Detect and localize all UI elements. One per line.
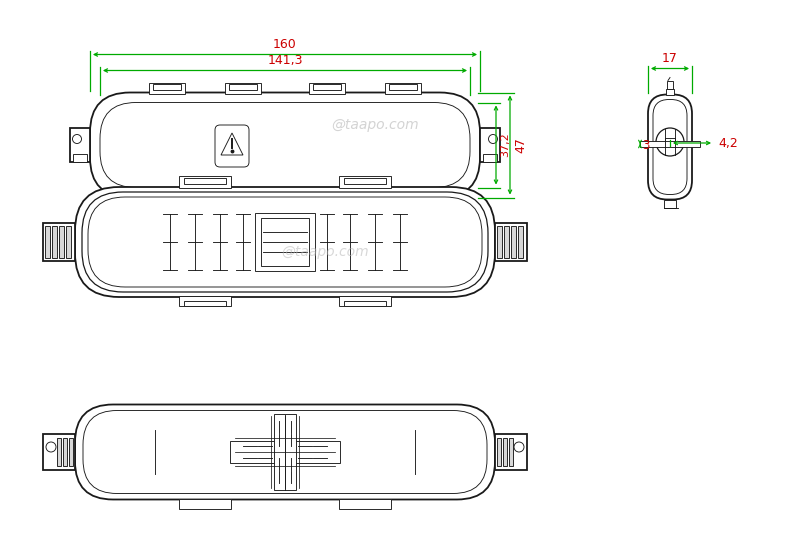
FancyBboxPatch shape [75, 404, 495, 500]
Bar [339, 176, 391, 188]
Bar [52, 226, 57, 258]
Text: 141,3: 141,3 [267, 54, 303, 66]
Bar [63, 438, 67, 466]
Bar [483, 154, 497, 162]
Bar [497, 226, 502, 258]
Bar [184, 202, 226, 209]
FancyBboxPatch shape [215, 125, 249, 167]
Bar [344, 202, 386, 209]
Text: 3: 3 [642, 139, 650, 151]
Circle shape [46, 442, 56, 452]
Bar [667, 80, 673, 88]
Text: 47: 47 [514, 137, 527, 153]
FancyBboxPatch shape [88, 197, 482, 287]
Bar [340, 196, 390, 209]
Bar [66, 226, 71, 258]
Circle shape [656, 128, 684, 156]
FancyBboxPatch shape [83, 410, 487, 493]
Bar [339, 499, 391, 508]
Bar [179, 499, 231, 508]
Bar [59, 226, 64, 258]
Bar [664, 200, 676, 208]
Bar [70, 128, 90, 162]
Bar [179, 176, 231, 188]
Bar [153, 83, 181, 89]
Bar [504, 226, 509, 258]
Bar [184, 301, 226, 306]
Bar [495, 223, 527, 261]
Bar [73, 154, 87, 162]
Text: @taapo.com: @taapo.com [281, 245, 369, 259]
Text: 37,2: 37,2 [500, 133, 510, 157]
Bar [497, 438, 501, 466]
Bar [666, 88, 674, 95]
Bar [509, 438, 513, 466]
Bar [480, 128, 500, 162]
Bar [179, 296, 231, 306]
Text: 4,2: 4,2 [718, 136, 738, 149]
Bar [43, 223, 75, 261]
Bar [640, 141, 700, 147]
Bar [313, 83, 341, 89]
Bar [180, 196, 230, 209]
Bar [344, 301, 386, 306]
Bar [149, 82, 185, 94]
Bar [389, 83, 417, 89]
Bar [518, 226, 523, 258]
Circle shape [514, 442, 524, 452]
FancyBboxPatch shape [100, 103, 470, 187]
Bar [511, 226, 516, 258]
Bar [57, 438, 61, 466]
Bar [261, 218, 309, 266]
Bar [255, 213, 315, 271]
Bar [385, 82, 421, 94]
Bar [274, 414, 296, 490]
Bar [229, 83, 257, 89]
Bar [665, 138, 675, 146]
Text: 17: 17 [662, 51, 678, 65]
Bar [45, 226, 50, 258]
Bar [43, 434, 75, 470]
FancyBboxPatch shape [90, 93, 480, 197]
Bar [69, 438, 73, 466]
Bar [495, 434, 527, 470]
FancyBboxPatch shape [82, 192, 488, 292]
Bar [344, 178, 386, 184]
Circle shape [488, 134, 498, 143]
FancyBboxPatch shape [648, 95, 692, 200]
Circle shape [72, 134, 82, 143]
Bar [309, 82, 345, 94]
Text: 160: 160 [273, 37, 297, 50]
Bar [503, 438, 507, 466]
Polygon shape [221, 133, 243, 155]
FancyBboxPatch shape [653, 100, 687, 195]
Bar [230, 441, 340, 463]
Text: @taapo.com: @taapo.com [332, 118, 419, 132]
Bar [225, 82, 261, 94]
Bar [339, 296, 391, 306]
Bar [184, 178, 226, 184]
FancyBboxPatch shape [75, 187, 495, 297]
